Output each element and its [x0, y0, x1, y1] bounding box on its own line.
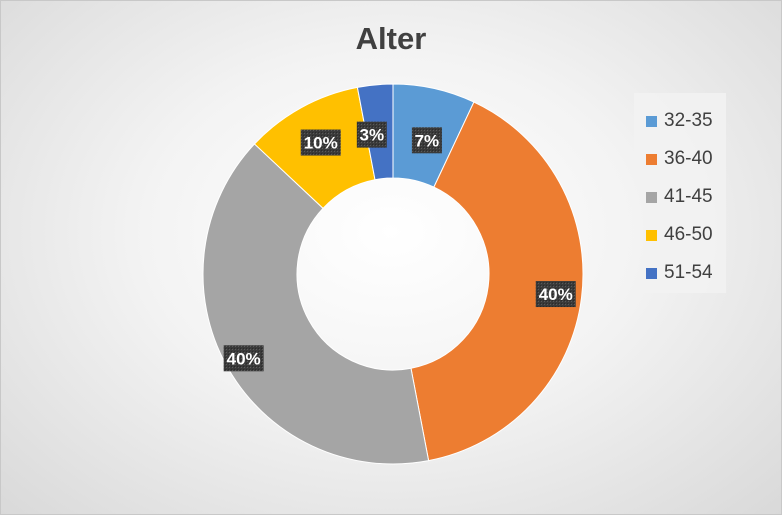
chart-legend: 32-35 36-40 41-45 46-50 51-54: [634, 93, 726, 293]
data-label-text: 10%: [304, 134, 338, 153]
legend-label: 41-45: [664, 186, 713, 207]
data-label-box: [411, 127, 442, 154]
legend-item: 36-40: [646, 139, 726, 179]
legend-swatch: [646, 267, 657, 279]
legend-item: 46-50: [646, 215, 726, 255]
legend-item: 51-54: [646, 253, 726, 293]
data-label: 3%: [356, 121, 387, 148]
legend-label: 32-35: [664, 110, 713, 131]
data-label-box: [300, 129, 341, 156]
legend-swatch: [646, 191, 657, 203]
data-label-box: [223, 345, 264, 372]
data-label-box: [535, 281, 576, 308]
donut-slice-41-45: [202, 143, 430, 465]
legend-swatch: [646, 153, 657, 165]
legend-swatch: [646, 115, 657, 127]
legend-item: 32-35: [646, 101, 726, 141]
legend-label: 46-50: [664, 224, 713, 245]
legend-swatch: [646, 229, 657, 241]
chart-title: Alter: [355, 21, 427, 56]
data-label: 40%: [535, 281, 576, 308]
data-label-text: 40%: [539, 285, 573, 304]
data-label: 40%: [223, 345, 264, 372]
legend-item: 41-45: [646, 177, 726, 217]
data-label-text: 3%: [360, 126, 385, 145]
data-label-text: 40%: [227, 349, 261, 368]
data-label-text: 7%: [415, 131, 440, 150]
legend-label: 36-40: [664, 148, 713, 169]
legend-label: 51-54: [664, 262, 713, 283]
donut-slice-36-40: [410, 101, 584, 462]
data-label: 7%: [411, 127, 442, 154]
data-label: 10%: [300, 129, 341, 156]
data-label-box: [356, 121, 387, 148]
